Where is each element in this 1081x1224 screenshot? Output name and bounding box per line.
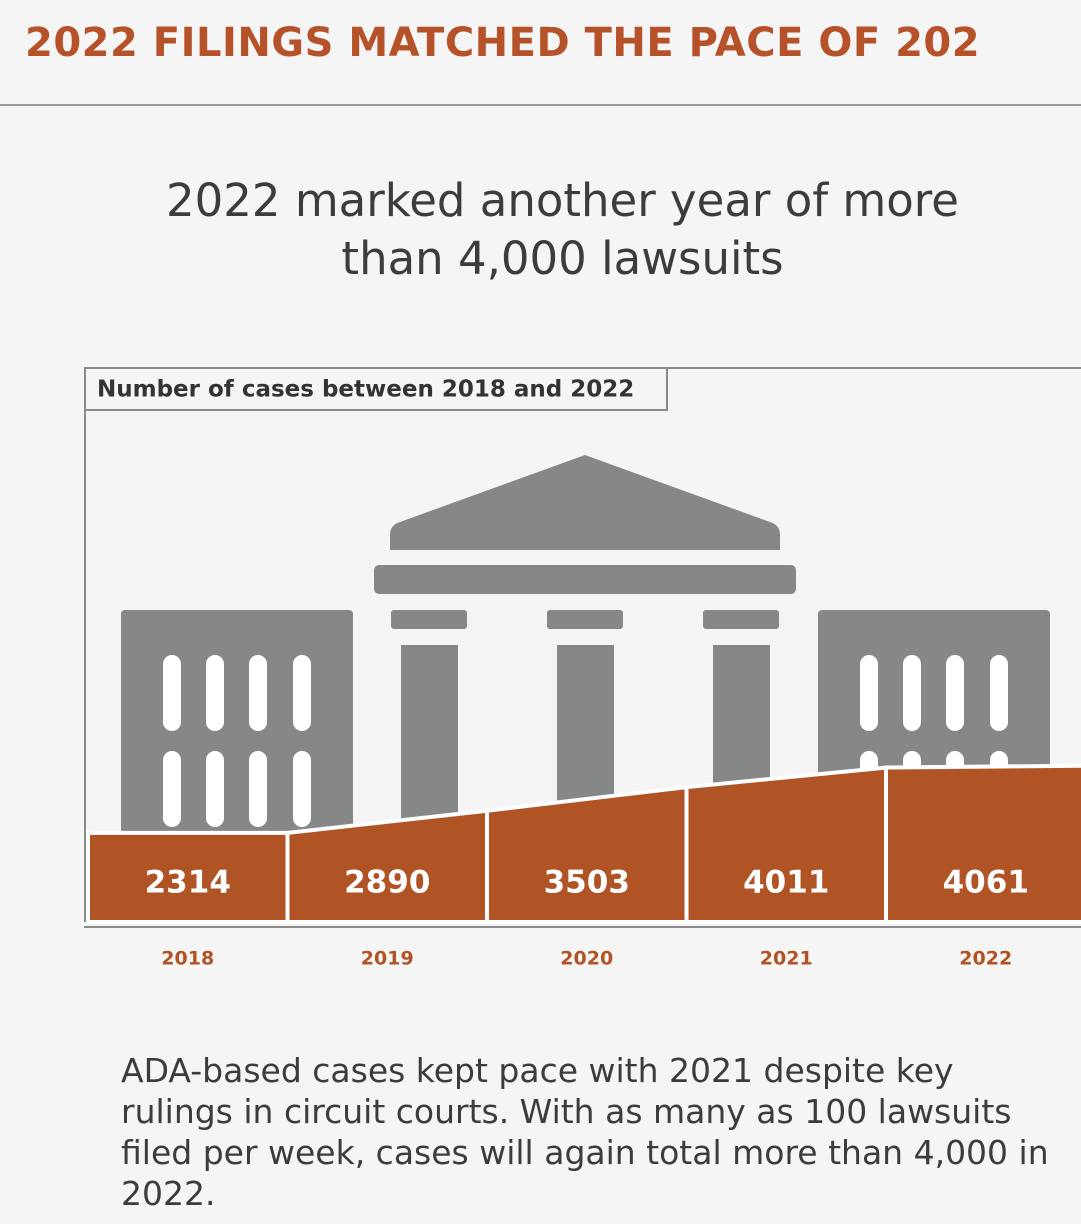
chart: Number of cases between 2018 and 2022 23… <box>0 367 1081 970</box>
value-label: 4011 <box>743 865 829 901</box>
value-label: 3503 <box>544 865 630 901</box>
value-label: 2890 <box>344 865 430 901</box>
heading: 2022 FILINGS MATCHED THE PACE OF 202 <box>25 20 981 66</box>
divider <box>0 104 1081 106</box>
x-tick-label: 2022 <box>959 948 1012 970</box>
x-tick-label: 2020 <box>560 948 613 970</box>
bar <box>884 763 1081 924</box>
x-tick-label: 2021 <box>760 948 813 970</box>
x-tick-label: 2019 <box>361 948 414 970</box>
note: ADA-based cases kept pace with 2021 desp… <box>121 1051 1049 1213</box>
chart-label: Number of cases between 2018 and 2022 <box>97 377 634 403</box>
bar <box>485 784 689 924</box>
subtitle: 2022 marked another year of more than 4,… <box>166 174 959 285</box>
value-label: 4061 <box>943 865 1029 901</box>
label-box <box>84 367 668 411</box>
x-tick-label: 2018 <box>161 948 214 970</box>
value-label: 2314 <box>145 865 231 901</box>
